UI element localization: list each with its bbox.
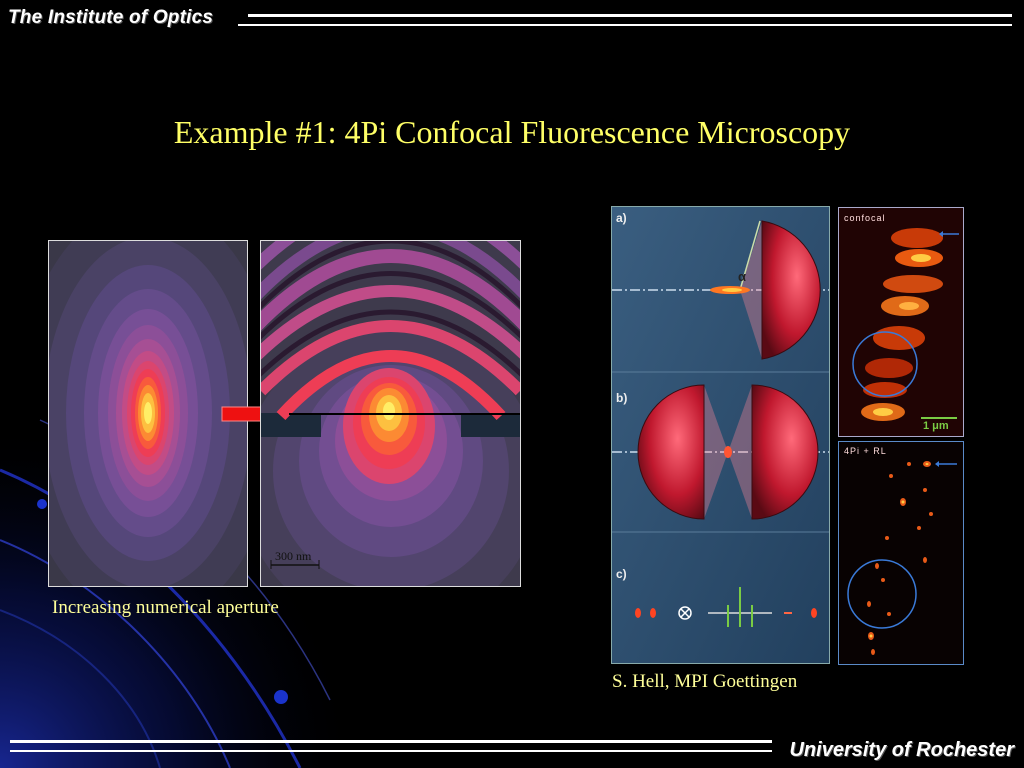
header-rule-top [248, 14, 1012, 17]
footer-rule-bottom [10, 750, 772, 752]
scale-bar-1um: 1 μm [923, 420, 949, 432]
slide-title: Example #1: 4Pi Confocal Fluorescence Mi… [173, 114, 851, 150]
footer-rule-top [10, 740, 772, 743]
focal-spot-low-na-plot [49, 241, 247, 586]
panel-label-c: c) [616, 567, 627, 581]
header-rule-bottom [238, 24, 1012, 26]
focal-spot-low-na-image [48, 240, 248, 587]
right-figure-caption: S. Hell, MPI Goettingen [612, 671, 798, 692]
left-figure-caption: Increasing numerical aperture [52, 597, 279, 618]
scale-bar-label: 300 nm [275, 549, 312, 563]
4pi-rl-image-plot [839, 442, 963, 664]
confocal-image: confocal 1 μm [838, 207, 964, 437]
4pi-schematic-drawing [612, 207, 829, 663]
panel-label-b: b) [616, 391, 628, 405]
focal-spot-high-na-image: 300 nm [260, 240, 521, 587]
4pi-rl-label: 4Pi + RL [844, 446, 887, 456]
angle-label: α [738, 269, 746, 284]
focal-spot-high-na-plot [261, 241, 520, 586]
4pi-schematic-image: a) b) c) α [611, 206, 830, 664]
footer-org-name: University of Rochester [789, 739, 1014, 761]
confocal-label: confocal [844, 213, 886, 223]
header-org-name: The Institute of Optics [8, 7, 214, 28]
4pi-rl-image: 4Pi + RL [838, 441, 964, 665]
panel-label-a: a) [616, 211, 627, 225]
confocal-image-plot [839, 208, 963, 436]
